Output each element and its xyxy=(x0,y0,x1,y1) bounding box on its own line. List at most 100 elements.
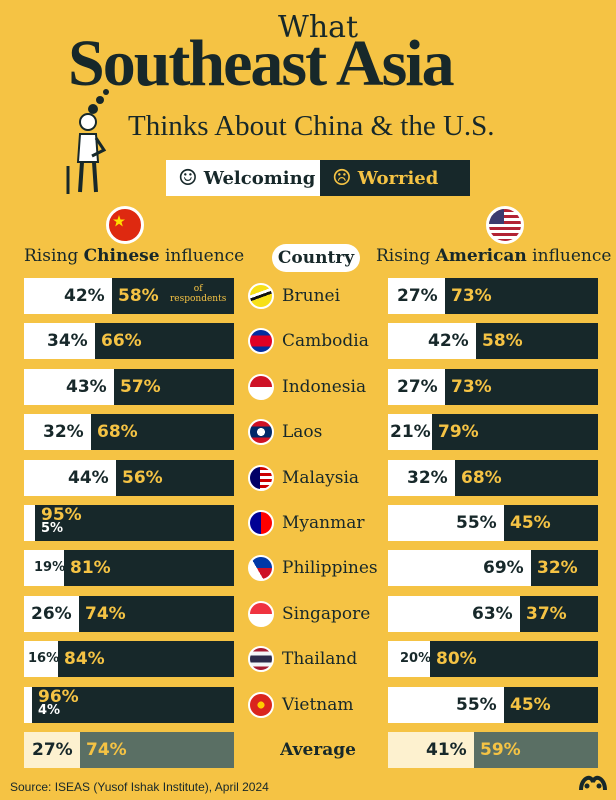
country-name: Myanmar xyxy=(282,513,365,533)
china-welcoming-label: 34% xyxy=(47,331,88,351)
us-bar-myanmar: 55% 45% xyxy=(388,505,598,541)
us-worried-label: 73% xyxy=(451,286,492,306)
us-worried-segment xyxy=(504,687,598,723)
vietnam-flag-icon xyxy=(248,692,274,718)
us-worried-segment xyxy=(445,278,598,314)
us-worried-segment xyxy=(504,505,598,541)
china-worried-segment xyxy=(32,687,234,723)
us-welcoming-segment xyxy=(388,414,432,450)
country-label-myanmar: Myanmar xyxy=(248,505,388,541)
usa-flag-icon xyxy=(486,206,524,244)
of-respondents-line1: of xyxy=(193,284,203,294)
us-bar-average: 41% 59% xyxy=(388,732,598,768)
us-worried-label: 80% xyxy=(436,649,477,669)
us-welcoming-label: 42% xyxy=(428,331,469,351)
legend-welcoming: ☺ Welcoming xyxy=(166,160,320,196)
china-welcoming-segment xyxy=(24,278,112,314)
title-line1: What xyxy=(278,10,359,45)
us-welcoming-segment xyxy=(388,550,531,586)
legend: ☺ Welcoming ☹ Worried xyxy=(166,160,470,196)
of-respondents-line2: respondents xyxy=(170,294,227,304)
china-bar-philippines: 19% 81% xyxy=(24,550,234,586)
china-bar-myanmar: 5% 95% xyxy=(24,505,234,541)
us-worried-label: 32% xyxy=(537,558,578,578)
us-welcoming-label: 27% xyxy=(397,286,438,306)
us-welcoming-segment xyxy=(388,369,445,405)
us-welcoming-label: 32% xyxy=(407,468,448,488)
china-worried-label: 66% xyxy=(101,331,142,351)
country-name: Average xyxy=(280,740,356,760)
us-welcoming-label: 55% xyxy=(456,513,497,533)
thinker-illustration-icon xyxy=(66,89,109,194)
us-welcoming-label: 55% xyxy=(456,695,497,715)
country-label-cambodia: Cambodia xyxy=(248,323,388,359)
china-welcoming-segment xyxy=(24,596,79,632)
frown-icon: ☹ xyxy=(332,165,352,191)
china-welcoming-segment xyxy=(24,369,114,405)
china-welcoming-label: 27% xyxy=(32,740,73,760)
us-welcoming-segment xyxy=(388,732,474,768)
us-welcoming-segment xyxy=(388,596,520,632)
malaysia-flag-icon xyxy=(248,465,274,491)
china-welcoming-label: 44% xyxy=(68,468,109,488)
china-welcoming-label: 16% xyxy=(28,651,60,666)
china-worried-segment xyxy=(79,596,234,632)
source-footer: Source: ISEAS (Yusof Ishak Institute), A… xyxy=(10,780,269,794)
country-name: Vietnam xyxy=(282,695,354,715)
china-welcoming-segment xyxy=(24,414,91,450)
us-worried-label: 58% xyxy=(482,331,523,351)
china-welcoming-label: 32% xyxy=(43,422,84,442)
china-welcoming-segment xyxy=(24,505,35,541)
us-bar-vietnam: 55% 45% xyxy=(388,687,598,723)
country-name: Singapore xyxy=(282,604,371,624)
us-worried-label: 45% xyxy=(510,695,551,715)
us-bar-philippines: 69% 32% xyxy=(388,550,598,586)
us-worried-segment xyxy=(455,460,598,496)
philippines-flag-icon xyxy=(248,555,274,581)
us-bar-malaysia: 32% 68% xyxy=(388,460,598,496)
us-worried-segment xyxy=(430,641,598,677)
brand-logo-icon xyxy=(579,775,607,791)
thailand-flag-icon xyxy=(248,646,274,672)
china-bar-singapore: 26% 74% xyxy=(24,596,234,632)
us-bar-indonesia: 27% 73% xyxy=(388,369,598,405)
china-worried-label: 96% xyxy=(38,687,79,707)
us-worried-label: 73% xyxy=(451,377,492,397)
china-welcoming-label: 19% xyxy=(34,560,66,575)
china-header-suffix: influence xyxy=(159,246,245,266)
legend-welcoming-label: Welcoming xyxy=(203,167,316,189)
us-bar-thailand: 20% 80% xyxy=(388,641,598,677)
china-welcoming-segment xyxy=(24,550,64,586)
china-worried-segment xyxy=(95,323,234,359)
us-bar-laos: 21% 79% xyxy=(388,414,598,450)
china-bar-thailand: 16% 84% xyxy=(24,641,234,677)
us-welcoming-segment xyxy=(388,278,445,314)
country-label-average: Average xyxy=(244,732,384,768)
china-worried-label: 84% xyxy=(64,649,105,669)
country-column-header: Country xyxy=(272,244,360,272)
china-worried-label: 68% xyxy=(97,422,138,442)
us-welcoming-segment xyxy=(388,505,504,541)
legend-worried: ☹ Worried xyxy=(320,160,470,196)
us-bar-singapore: 63% 37% xyxy=(388,596,598,632)
china-worried-segment xyxy=(114,369,234,405)
china-welcoming-label: 42% xyxy=(64,286,105,306)
us-welcoming-segment xyxy=(388,460,455,496)
us-bar-cambodia: 42% 58% xyxy=(388,323,598,359)
us-worried-segment xyxy=(476,323,598,359)
china-bar-malaysia: 44% 56% xyxy=(24,460,234,496)
china-header-bold: Chinese xyxy=(83,246,160,266)
us-welcoming-segment xyxy=(388,641,430,677)
legend-worried-label: Worried xyxy=(357,167,439,189)
us-worried-label: 45% xyxy=(510,513,551,533)
china-worried-segment xyxy=(64,550,234,586)
us-welcoming-label: 21% xyxy=(390,422,431,442)
us-header-suffix: influence xyxy=(526,246,612,266)
us-worried-label: 37% xyxy=(526,604,567,624)
us-welcoming-label: 69% xyxy=(483,558,524,578)
us-column-header: Rising American influence xyxy=(376,246,611,266)
china-welcoming-segment xyxy=(24,641,58,677)
country-name: Cambodia xyxy=(282,331,369,351)
china-bar-laos: 32% 68% xyxy=(24,414,234,450)
china-bar-brunei: 42% 58% of respondents xyxy=(24,278,234,314)
